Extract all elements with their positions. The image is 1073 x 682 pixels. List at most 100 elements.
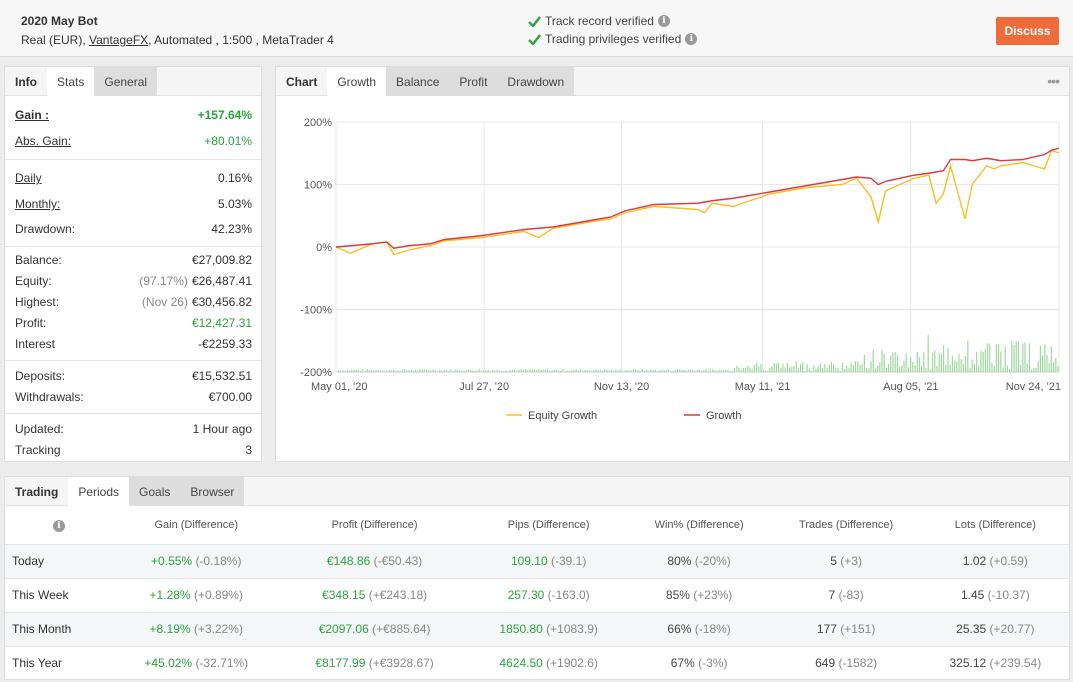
trading-privileges-label: Trading privileges verified	[545, 32, 682, 46]
info-icon[interactable]: i	[53, 519, 65, 532]
stat-monthly: Monthly: 5.03%	[15, 195, 252, 213]
highest-date: (Nov 26)	[141, 295, 188, 309]
more-options-icon[interactable]: •••	[1047, 73, 1060, 89]
stat-label[interactable]: Gain :	[15, 108, 50, 122]
stat-label[interactable]: Monthly:	[15, 197, 61, 211]
volume-bar	[690, 369, 692, 372]
volume-bar	[1011, 340, 1013, 372]
volume-bar	[404, 369, 406, 372]
lots-value: 1.45	[960, 588, 985, 602]
volume-bar	[1000, 351, 1002, 372]
gain-diff: (-0.18%)	[195, 554, 242, 568]
volume-bar	[940, 353, 942, 372]
volume-bar	[652, 369, 654, 372]
volume-bar	[960, 358, 962, 372]
volume-bar	[591, 370, 593, 372]
volume-bar	[784, 367, 786, 372]
volume-bar	[421, 369, 423, 372]
win-value: 80%	[667, 554, 692, 568]
volume-bar	[703, 370, 705, 372]
volume-bar	[481, 370, 483, 372]
volume-bar	[1017, 341, 1019, 372]
volume-bar	[822, 367, 824, 372]
volume-bar	[509, 370, 511, 372]
stat-drawdown: Drawdown: 42.23%	[15, 220, 252, 238]
stat-profit: Profit: €12,427.31	[15, 314, 252, 332]
volume-bar	[437, 370, 439, 372]
stat-label[interactable]: Abs. Gain:	[15, 134, 72, 148]
volume-bar	[542, 369, 544, 372]
volume-bar	[962, 363, 964, 372]
tab-browser[interactable]: Browser	[180, 477, 245, 506]
volume-bar	[406, 370, 408, 372]
tab-drawdown[interactable]: Drawdown	[497, 67, 575, 96]
discuss-button[interactable]: Discuss	[996, 17, 1059, 45]
volume-bar	[905, 353, 907, 372]
volume-bar	[379, 370, 381, 372]
series-line-growth	[335, 147, 1060, 249]
tab-balance[interactable]: Balance	[386, 67, 450, 96]
trades-value: 5	[830, 554, 837, 568]
volume-bar	[615, 369, 617, 372]
stat-label[interactable]: Daily	[15, 171, 42, 185]
volume-bar	[1020, 364, 1022, 372]
volume-bar	[586, 370, 588, 372]
divider	[5, 246, 261, 247]
y-tick-label: 200%	[304, 117, 332, 129]
volume-bar	[608, 370, 610, 372]
volume-bar	[954, 360, 956, 372]
volume-bar	[492, 370, 494, 372]
volume-bar	[452, 370, 454, 372]
tab-goals[interactable]: Goals	[129, 477, 181, 506]
volume-bar	[725, 369, 727, 372]
tab-growth[interactable]: Growth	[327, 67, 387, 96]
stat-withdrawals: Withdrawals: €700.00	[15, 388, 252, 406]
volume-bar	[621, 370, 623, 372]
volume-bar	[397, 370, 399, 372]
volume-bar	[426, 369, 428, 372]
volume-bar	[1037, 361, 1039, 372]
volume-bar	[547, 369, 549, 372]
info-icon[interactable]: i	[657, 15, 670, 27]
volume-bar	[470, 370, 472, 372]
volume-bar	[976, 351, 978, 372]
volume-bar	[802, 362, 804, 372]
stat-value: 3	[245, 443, 252, 457]
tab-profit[interactable]: Profit	[449, 67, 498, 96]
divider	[5, 413, 261, 414]
volume-bar	[500, 370, 502, 372]
volume-bar	[756, 362, 758, 372]
broker-link[interactable]: VantageFX	[89, 33, 149, 47]
volume-bar	[949, 364, 951, 372]
volume-bar	[780, 367, 782, 372]
volume-bar	[879, 362, 881, 372]
table-row: This Week +1.28% (+0.89%) €348.15 (+€243…	[5, 577, 1069, 612]
info-icon[interactable]: i	[685, 33, 698, 45]
volume-bar	[450, 369, 452, 372]
tab-info[interactable]: Info	[15, 74, 37, 89]
tab-periods[interactable]: Periods	[68, 477, 130, 506]
volume-bar	[742, 367, 744, 372]
win-diff: (-18%)	[694, 622, 731, 636]
volume-bar	[1013, 344, 1015, 372]
tab-stats[interactable]: Stats	[47, 67, 95, 96]
volume-bar	[639, 370, 641, 372]
x-tick-label: Nov 13, '20	[594, 381, 649, 393]
tab-chart[interactable]: Chart	[286, 74, 318, 89]
volume-bar	[951, 355, 953, 372]
pips-diff: (+1083.9)	[546, 622, 598, 636]
volume-bar	[582, 370, 584, 372]
volume-bar	[709, 369, 711, 372]
volume-bar	[835, 367, 837, 372]
pips-value: 257.30	[507, 588, 545, 602]
y-tick-label: -100%	[300, 305, 332, 317]
x-tick-label: May 01, '20	[311, 381, 368, 393]
tab-trading[interactable]: Trading	[15, 484, 59, 499]
profit-cell: €8177.99 (+€3928.67)	[279, 645, 470, 680]
volume-bar	[714, 369, 716, 372]
volume-bar	[560, 370, 562, 372]
tab-general[interactable]: General	[94, 67, 158, 96]
volume-bar	[903, 360, 905, 372]
volume-bar	[863, 354, 865, 372]
volume-bar	[819, 363, 821, 372]
